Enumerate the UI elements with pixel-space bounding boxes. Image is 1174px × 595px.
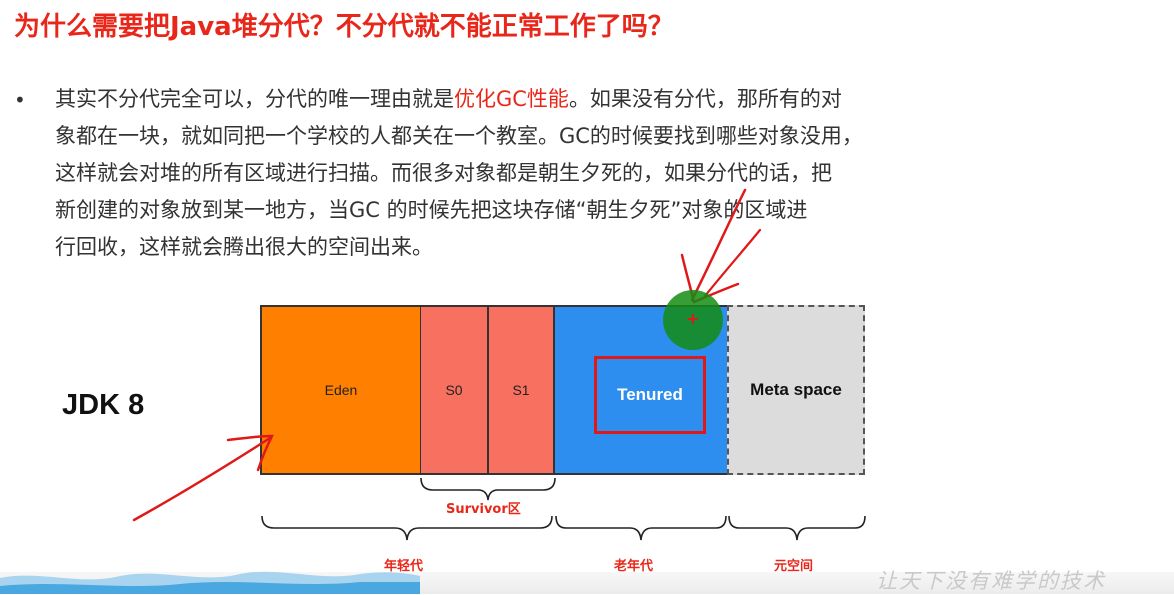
meta-space-region: Meta space: [727, 305, 865, 475]
body-paragraph: 其实不分代完全可以，分代的唯一理由就是优化GC性能。如果没有分代，那所有的对 象…: [55, 81, 1125, 266]
red-arrow-top-stroke2: [703, 228, 762, 298]
young-generation-caption: 年轻代: [384, 559, 424, 574]
eden-region: Eden: [260, 305, 422, 475]
survivor-brace: [420, 477, 556, 501]
meta-brace: [728, 515, 866, 541]
bullet-marker: •: [14, 88, 26, 112]
meta-space-label: Meta space: [750, 380, 842, 399]
red-arrowhead-bottom-left: [226, 434, 275, 472]
jdk-label: JDK 8: [62, 389, 145, 421]
red-arrow-top: [690, 188, 747, 302]
young-brace: [261, 515, 553, 541]
old-brace: [555, 515, 727, 541]
s1-label: S1: [512, 382, 530, 398]
cursor-highlight: [663, 290, 723, 350]
highlight-text: 优化GC性能: [454, 87, 569, 111]
paragraph-line-2: 象都在一块，就如同把一个学校的人都关在一个教室。GC的时候要找到哪些对象没用，: [55, 124, 863, 148]
metaspace-caption: 元空间: [774, 559, 814, 574]
red-arrow-bottom-left: [132, 436, 272, 522]
paragraph-line-4: 新创建的对象放到某一地方，当GC 的时候先把这块存储“朝生夕死”对象的区域进: [55, 198, 808, 222]
paragraph-line-3: 这样就会对堆的所有区域进行扫描。而很多对象都是朝生夕死的，如果分代的话，把: [55, 161, 832, 185]
tenured-label: Tenured: [594, 356, 706, 434]
s0-region: S0: [421, 305, 489, 475]
eden-label: Eden: [324, 382, 358, 398]
slide-title: 为什么需要把Java堆分代？不分代就不能正常工作了吗？: [14, 12, 674, 42]
paragraph-line-1: 其实不分代完全可以，分代的唯一理由就是优化GC性能。如果没有分代，那所有的对: [55, 81, 1125, 118]
survivor-caption: Survivor区: [446, 502, 521, 517]
cursor-crosshair-icon: +: [686, 309, 700, 328]
old-generation-caption: 老年代: [614, 559, 654, 574]
s1-region: S1: [488, 305, 555, 475]
wave-decoration: [0, 571, 420, 594]
paragraph-line-1-post: 。如果没有分代，那所有的对: [568, 87, 842, 111]
paragraph-line-5: 行回收，这样就会腾出很大的空间出来。: [55, 235, 433, 259]
paragraph-line-1-pre: 其实不分代完全可以，分代的唯一理由就是: [55, 87, 454, 111]
s0-label: S0: [445, 382, 463, 398]
watermark-text: 让天下没有难学的技术: [876, 569, 1106, 593]
